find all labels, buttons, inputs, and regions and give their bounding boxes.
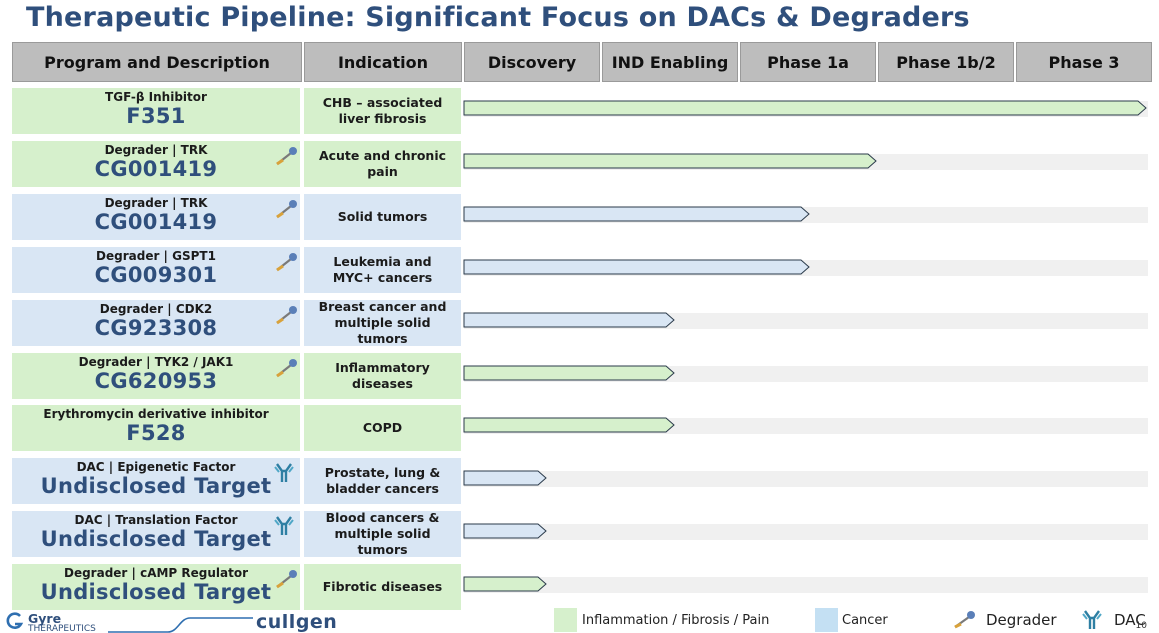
indication-cell: Fibrotic diseases (304, 564, 461, 610)
legend-swatch-cancer (815, 608, 838, 632)
legend-degrader-icon (954, 611, 975, 629)
progress-track (464, 471, 1148, 487)
program-subtitle: DAC | Epigenetic Factor (76, 460, 236, 474)
program-subtitle: Degrader | GSPT1 (96, 249, 216, 263)
degrader-icon (274, 251, 298, 273)
legend-label-degrader: Degrader (986, 611, 1057, 629)
header-phase-3: Phase 3 (1016, 42, 1152, 82)
dac-icon (272, 462, 296, 484)
program-code: Undisclosed Target (40, 474, 272, 498)
progress-arrow (463, 153, 877, 169)
program-code: CG009301 (94, 263, 218, 287)
degrader-icon (274, 304, 298, 326)
indication-cell: COPD (304, 405, 461, 451)
progress-arrow (463, 365, 675, 381)
program-code: Undisclosed Target (40, 580, 272, 604)
gyre-logo-subtext: THERAPEUTICS (28, 624, 96, 633)
degrader-icon (274, 357, 298, 379)
progress-arrow (463, 312, 675, 328)
program-cell: Degrader | TRK CG001419 (12, 194, 300, 240)
program-cell: Degrader | CDK2 CG923308 (12, 300, 300, 346)
page-number: 10 (1135, 621, 1147, 631)
header-indication: Indication (304, 42, 462, 82)
indication-text: Acute and chronic pain (318, 148, 447, 179)
program-cell: Degrader | cAMP Regulator Undisclosed Tar… (12, 564, 300, 610)
program-code: CG001419 (94, 157, 218, 181)
program-cell: Degrader | TYK2 / JAK1 CG620953 (12, 353, 300, 399)
cullgen-logo-text: cullgen (256, 611, 338, 633)
program-subtitle: Degrader | TRK (104, 143, 208, 157)
indication-cell: Inflammatory diseases (304, 353, 461, 399)
progress-arrow (463, 576, 547, 592)
gyre-logo-text: Gyre (28, 611, 62, 626)
program-cell: Degrader | TRK CG001419 (12, 141, 300, 187)
indication-cell: Blood cancers & multiple solid tumors (304, 510, 461, 557)
indication-cell: Solid tumors (304, 194, 461, 240)
header-ind-enabling: IND Enabling (602, 42, 738, 82)
progress-arrow (463, 470, 547, 486)
program-subtitle: Degrader | cAMP Regulator (63, 566, 249, 580)
program-code: F351 (126, 104, 186, 128)
indication-cell: Acute and chronic pain (304, 141, 461, 187)
degrader-icon (274, 198, 298, 220)
program-cell: TGF-β Inhibitor F351 (12, 88, 300, 134)
header-discovery: Discovery (464, 42, 600, 82)
progress-arrow (463, 259, 810, 275)
indication-text: CHB – associated liver fibrosis (322, 95, 443, 126)
legend-swatch-inflammation (554, 608, 577, 632)
program-cell: Degrader | GSPT1 CG009301 (12, 247, 300, 293)
header-phase-1b2: Phase 1b/2 (878, 42, 1014, 82)
page-title: Therapeutic Pipeline: Significant Focus … (26, 2, 970, 33)
indication-text: Breast cancer and multiple solid tumors (318, 299, 447, 346)
program-code: F528 (126, 421, 186, 445)
program-cell: Erythromycin derivative inhibitor F528 (12, 405, 300, 451)
indication-cell: CHB – associated liver fibrosis (304, 88, 461, 134)
program-code: Undisclosed Target (40, 527, 272, 551)
progress-arrow (463, 417, 675, 433)
program-code: CG001419 (94, 210, 218, 234)
legend-dac-icon (1082, 610, 1102, 629)
indication-text: Prostate, lung & bladder cancers (324, 465, 441, 496)
progress-arrow (463, 523, 547, 539)
legend-label-inflammation: Inflammation / Fibrosis / Pain (582, 613, 770, 628)
progress-track (464, 524, 1148, 540)
program-subtitle: Degrader | TYK2 / JAK1 (78, 355, 234, 369)
footer-wave-decoration (108, 617, 253, 633)
progress-arrow (463, 100, 1147, 116)
progress-track (464, 577, 1148, 593)
indication-text: COPD (362, 420, 403, 435)
program-subtitle: Degrader | CDK2 (99, 302, 213, 316)
program-subtitle: TGF-β Inhibitor (105, 90, 207, 104)
legend-label-cancer: Cancer (842, 613, 888, 628)
dac-icon (272, 515, 296, 537)
indication-text: Inflammatory diseases (335, 360, 430, 391)
program-code: CG620953 (94, 369, 218, 393)
header-program: Program and Description (12, 42, 302, 82)
indication-cell: Leukemia and MYC+ cancers (304, 247, 461, 293)
indication-text: Blood cancers & multiple solid tumors (325, 510, 440, 557)
header-phase-1a: Phase 1a (740, 42, 876, 82)
program-subtitle: Degrader | TRK (104, 196, 208, 210)
program-code: CG923308 (94, 316, 218, 340)
program-subtitle: Erythromycin derivative inhibitor (43, 407, 269, 421)
indication-cell: Prostate, lung & bladder cancers (304, 458, 461, 504)
indication-text: Fibrotic diseases (322, 579, 443, 594)
indication-text: Solid tumors (337, 209, 428, 224)
program-subtitle: DAC | Translation Factor (74, 513, 238, 527)
progress-arrow (463, 206, 810, 222)
program-cell: DAC | Translation Factor Undisclosed Targ… (12, 511, 300, 557)
degrader-icon (274, 145, 298, 167)
gyre-logo-icon (6, 612, 24, 629)
indication-cell: Breast cancer and multiple solid tumors (304, 299, 461, 346)
program-cell: DAC | Epigenetic Factor Undisclosed Targe… (12, 458, 300, 504)
degrader-icon (274, 568, 298, 590)
legend-label-dac: DAC (1114, 611, 1146, 629)
indication-text: Leukemia and MYC+ cancers (332, 254, 433, 285)
